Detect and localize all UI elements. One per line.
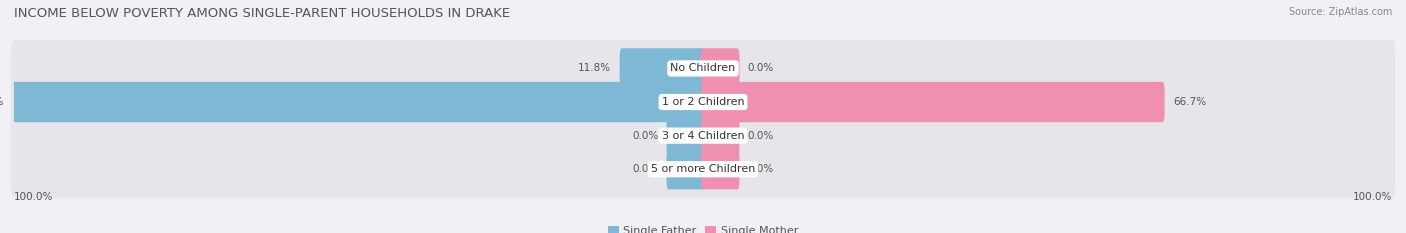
FancyBboxPatch shape bbox=[13, 82, 704, 122]
FancyBboxPatch shape bbox=[702, 82, 1164, 122]
FancyBboxPatch shape bbox=[11, 107, 1395, 164]
Text: 0.0%: 0.0% bbox=[748, 63, 775, 73]
FancyBboxPatch shape bbox=[11, 73, 1395, 130]
Text: 66.7%: 66.7% bbox=[1173, 97, 1206, 107]
Text: 100.0%: 100.0% bbox=[1353, 192, 1392, 202]
Text: Source: ZipAtlas.com: Source: ZipAtlas.com bbox=[1288, 7, 1392, 17]
Text: 0.0%: 0.0% bbox=[631, 131, 658, 141]
FancyBboxPatch shape bbox=[11, 141, 1395, 198]
FancyBboxPatch shape bbox=[702, 149, 740, 189]
FancyBboxPatch shape bbox=[702, 116, 740, 156]
FancyBboxPatch shape bbox=[11, 40, 1395, 97]
Text: 11.8%: 11.8% bbox=[578, 63, 612, 73]
Text: 1 or 2 Children: 1 or 2 Children bbox=[662, 97, 744, 107]
Text: No Children: No Children bbox=[671, 63, 735, 73]
FancyBboxPatch shape bbox=[666, 116, 704, 156]
FancyBboxPatch shape bbox=[620, 48, 704, 89]
FancyBboxPatch shape bbox=[666, 149, 704, 189]
Text: 5 or more Children: 5 or more Children bbox=[651, 164, 755, 174]
Text: 0.0%: 0.0% bbox=[748, 131, 775, 141]
FancyBboxPatch shape bbox=[702, 48, 740, 89]
Text: 0.0%: 0.0% bbox=[748, 164, 775, 174]
Text: INCOME BELOW POVERTY AMONG SINGLE-PARENT HOUSEHOLDS IN DRAKE: INCOME BELOW POVERTY AMONG SINGLE-PARENT… bbox=[14, 7, 510, 20]
Legend: Single Father, Single Mother: Single Father, Single Mother bbox=[603, 222, 803, 233]
Text: 100.0%: 100.0% bbox=[14, 192, 53, 202]
Text: 0.0%: 0.0% bbox=[631, 164, 658, 174]
Text: 100.0%: 100.0% bbox=[0, 97, 4, 107]
Text: 3 or 4 Children: 3 or 4 Children bbox=[662, 131, 744, 141]
